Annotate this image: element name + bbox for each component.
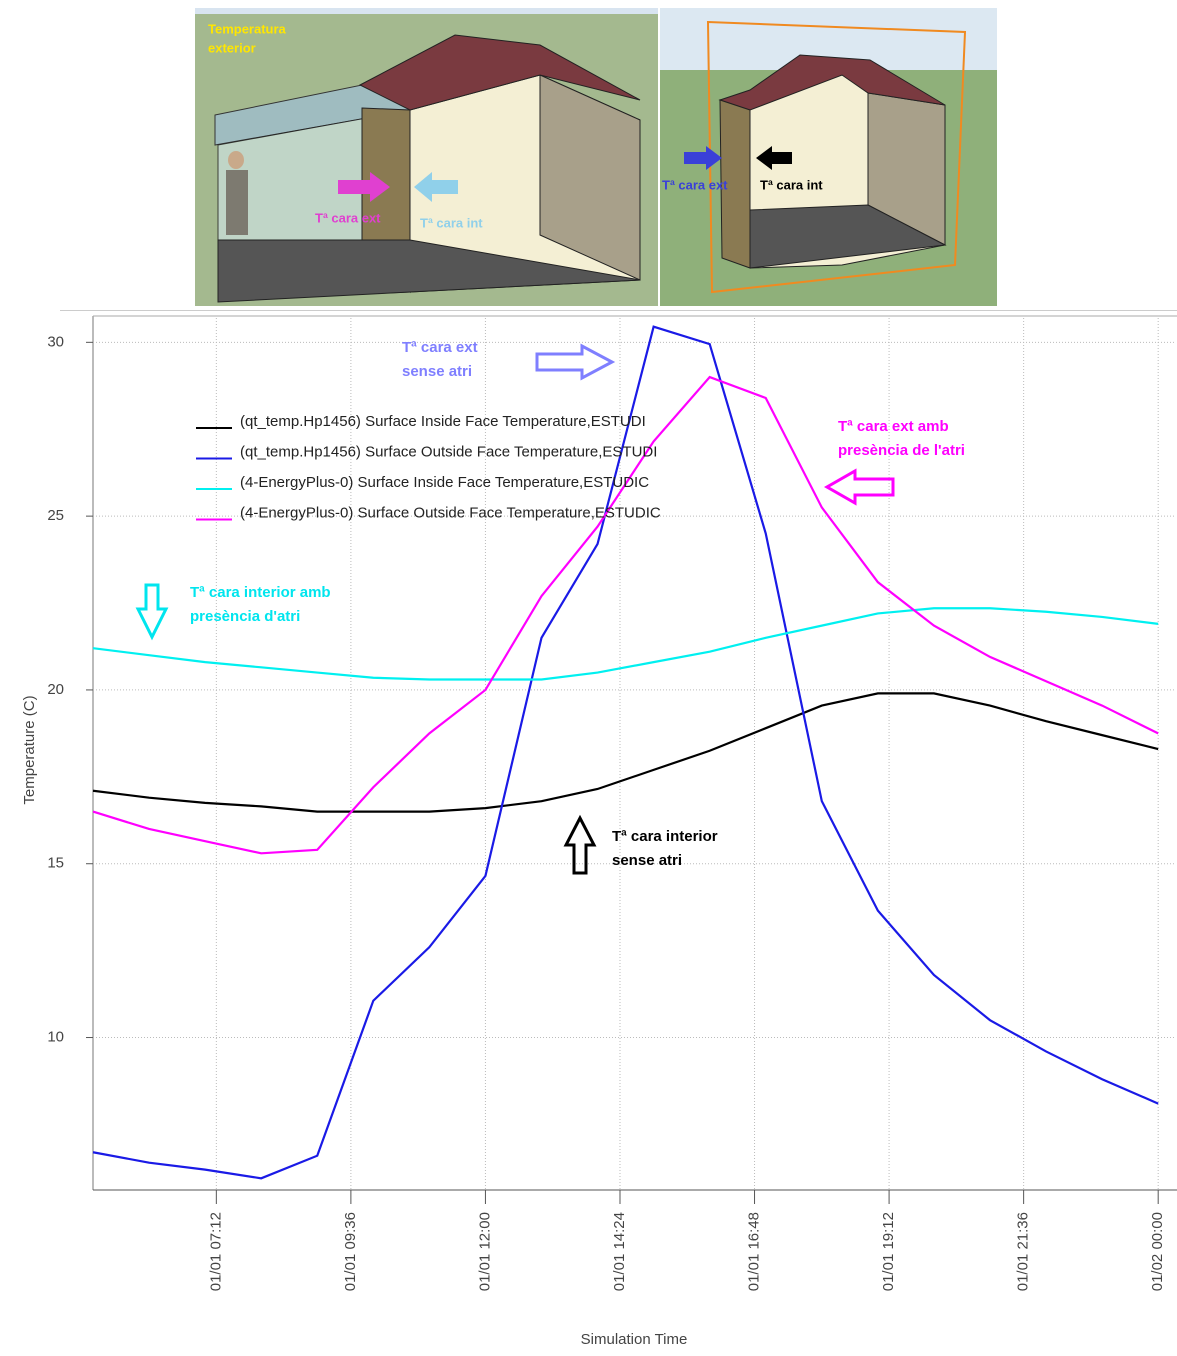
page: Temperatura exterior Tª cara ext Tª cara…	[0, 0, 1177, 1356]
legend-label: (4-EnergyPlus-0) Surface Inside Face Tem…	[240, 474, 649, 491]
x-tick-label: 01/01 21:36	[1015, 1212, 1032, 1291]
y-tick-label: 15	[47, 855, 64, 872]
annotation: presència de l'atri	[838, 442, 965, 459]
y-tick-label: 20	[47, 681, 64, 698]
annotation: Tª cara ext amb	[838, 418, 949, 435]
x-axis-label: Simulation Time	[581, 1331, 688, 1348]
illustration-label: Tª cara int	[760, 177, 823, 192]
annotation: Tª cara interior	[612, 828, 718, 845]
legend-label: (qt_temp.Hp1456) Surface Outside Face Te…	[240, 443, 657, 460]
x-tick-label: 01/01 09:36	[342, 1212, 359, 1291]
annotation-arrow	[566, 818, 594, 873]
x-tick-label: 01/01 12:00	[476, 1212, 493, 1291]
annotation-arrow	[827, 471, 893, 503]
annotation: presència d'atri	[190, 608, 300, 625]
illustration-label: Tª cara ext	[662, 177, 728, 192]
x-tick-label: 01/01 14:24	[611, 1212, 628, 1291]
y-tick-label: 30	[47, 333, 64, 350]
x-tick-label: 01/02 00:00	[1149, 1212, 1166, 1291]
y-tick-label: 10	[47, 1029, 64, 1046]
illustration-right: Tª cara ext Tª cara int	[660, 8, 997, 306]
annotation: Tª cara ext	[402, 339, 478, 356]
y-tick-label: 25	[47, 507, 64, 524]
x-tick-label: 01/01 16:48	[746, 1212, 763, 1291]
x-tick-label: 01/01 19:12	[880, 1212, 897, 1291]
annotation-arrow	[537, 346, 612, 378]
illustration-left: Temperatura exterior Tª cara ext Tª cara…	[195, 8, 658, 306]
line-series	[93, 693, 1158, 811]
annotation-arrow	[138, 585, 166, 637]
y-axis-label: Temperature (C)	[21, 695, 38, 804]
annotation: sense atri	[402, 363, 472, 380]
illustration-label: Tª cara ext	[315, 210, 381, 225]
legend-label: (qt_temp.Hp1456) Surface Inside Face Tem…	[240, 413, 646, 430]
annotation: sense atri	[612, 852, 682, 869]
illustration-label: Temperatura	[208, 21, 287, 36]
x-tick-label: 01/01 07:12	[207, 1212, 224, 1291]
legend-label: (4-EnergyPlus-0) Surface Outside Face Te…	[240, 504, 661, 521]
illustration-label: exterior	[208, 40, 256, 55]
illustration-label: Tª cara int	[420, 215, 483, 230]
annotation: Tª cara interior amb	[190, 584, 331, 601]
